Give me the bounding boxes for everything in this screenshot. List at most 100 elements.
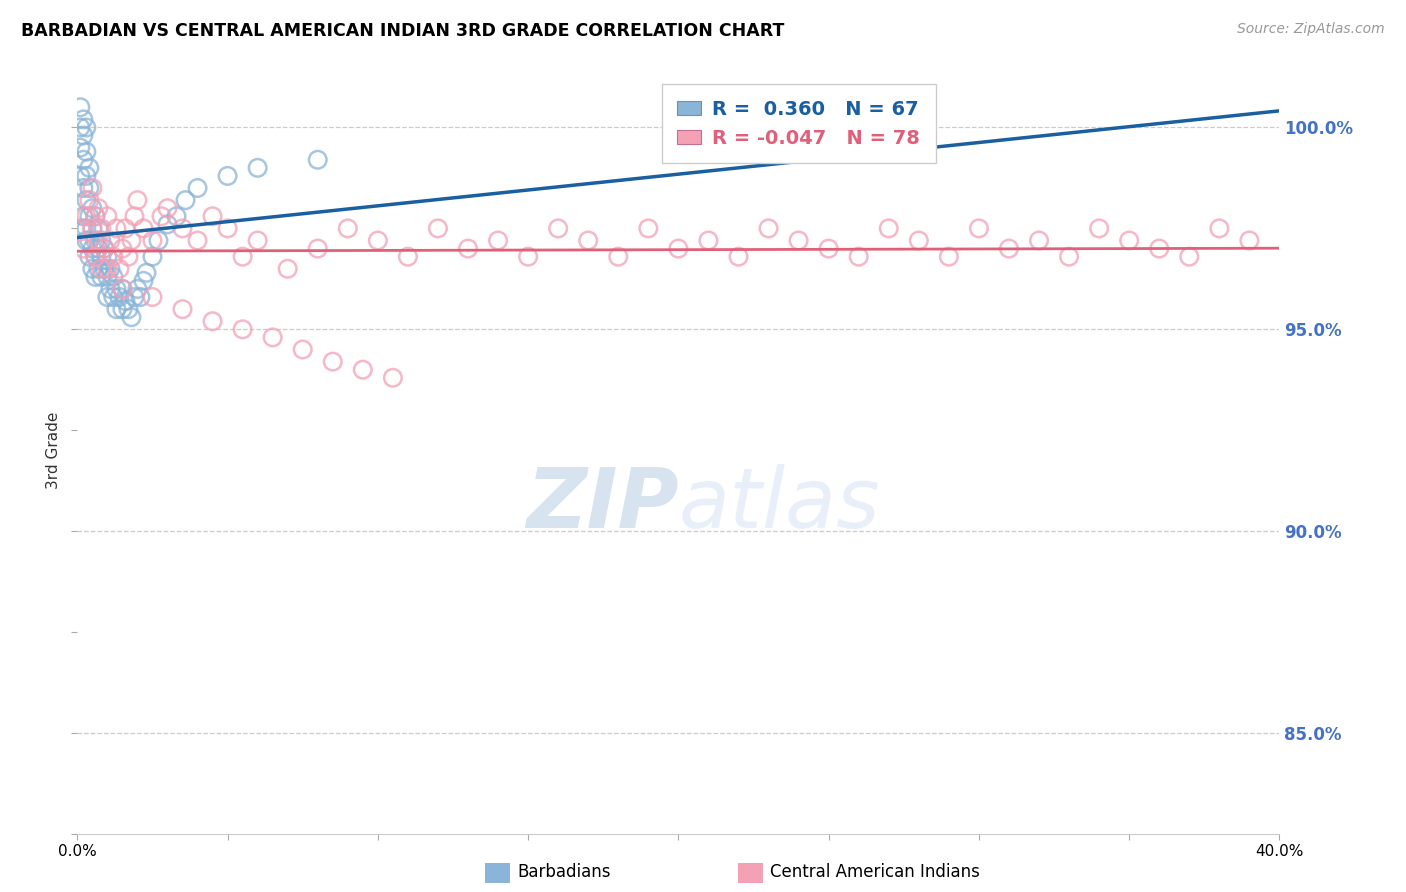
Point bbox=[135, 266, 157, 280]
Point bbox=[84, 250, 107, 264]
Point bbox=[103, 290, 125, 304]
Point bbox=[79, 181, 101, 195]
Point bbox=[427, 221, 450, 235]
Point bbox=[668, 242, 690, 256]
Point bbox=[277, 261, 299, 276]
Point bbox=[96, 290, 118, 304]
Text: Central American Indians: Central American Indians bbox=[770, 863, 980, 881]
Point bbox=[1088, 221, 1111, 235]
Point bbox=[111, 282, 134, 296]
Point bbox=[82, 201, 104, 215]
Point bbox=[105, 302, 128, 317]
Point bbox=[124, 209, 146, 223]
Point bbox=[817, 128, 839, 143]
Point bbox=[246, 161, 269, 175]
Point bbox=[998, 242, 1021, 256]
Point bbox=[103, 250, 125, 264]
Point bbox=[114, 221, 136, 235]
Point bbox=[82, 261, 104, 276]
Point bbox=[547, 221, 569, 235]
Point bbox=[262, 330, 284, 344]
Point bbox=[607, 250, 630, 264]
Point bbox=[201, 314, 224, 328]
Point bbox=[72, 153, 94, 167]
Point bbox=[69, 100, 91, 114]
Point bbox=[105, 282, 128, 296]
Point bbox=[817, 242, 839, 256]
Point bbox=[967, 221, 990, 235]
Point bbox=[172, 221, 194, 235]
Point bbox=[103, 269, 125, 284]
Text: BARBADIAN VS CENTRAL AMERICAN INDIAN 3RD GRADE CORRELATION CHART: BARBADIAN VS CENTRAL AMERICAN INDIAN 3RD… bbox=[21, 22, 785, 40]
Point bbox=[148, 234, 170, 248]
Point bbox=[72, 221, 94, 235]
Point bbox=[90, 250, 112, 264]
Point bbox=[908, 234, 931, 248]
Point bbox=[381, 371, 404, 385]
Point bbox=[90, 269, 112, 284]
Point bbox=[517, 250, 540, 264]
Point bbox=[120, 310, 142, 325]
Point bbox=[322, 354, 344, 368]
Point bbox=[75, 221, 97, 235]
Point bbox=[111, 282, 134, 296]
Point bbox=[93, 242, 115, 256]
Point bbox=[84, 250, 107, 264]
Point bbox=[72, 112, 94, 127]
Point bbox=[232, 322, 254, 336]
Point bbox=[96, 209, 118, 223]
Point bbox=[637, 221, 659, 235]
Point bbox=[72, 242, 94, 256]
Point bbox=[90, 221, 112, 235]
Point bbox=[96, 250, 118, 264]
Point bbox=[1118, 234, 1140, 248]
Point bbox=[75, 234, 97, 248]
Point bbox=[166, 209, 188, 223]
Point bbox=[108, 261, 131, 276]
Text: Barbadians: Barbadians bbox=[517, 863, 612, 881]
Point bbox=[291, 343, 314, 357]
Legend: R =  0.360   N = 67, R = -0.047   N = 78: R = 0.360 N = 67, R = -0.047 N = 78 bbox=[662, 84, 935, 163]
Text: Source: ZipAtlas.com: Source: ZipAtlas.com bbox=[1237, 22, 1385, 37]
Point bbox=[105, 221, 128, 235]
Point bbox=[186, 181, 209, 195]
Point bbox=[758, 221, 780, 235]
Point bbox=[486, 234, 509, 248]
Point bbox=[111, 242, 134, 256]
Point bbox=[217, 221, 239, 235]
Point bbox=[141, 250, 163, 264]
Point bbox=[84, 269, 107, 284]
Point bbox=[1178, 250, 1201, 264]
Point bbox=[174, 193, 197, 207]
Point bbox=[96, 261, 118, 276]
Point bbox=[100, 234, 122, 248]
Point bbox=[132, 221, 155, 235]
Point bbox=[186, 234, 209, 248]
Text: ZIP: ZIP bbox=[526, 464, 679, 545]
Point bbox=[69, 221, 91, 235]
Point bbox=[1028, 234, 1050, 248]
Point bbox=[848, 250, 870, 264]
Point bbox=[787, 234, 810, 248]
Point bbox=[79, 161, 101, 175]
Point bbox=[246, 234, 269, 248]
Point bbox=[1149, 242, 1171, 256]
Point bbox=[100, 282, 122, 296]
Point bbox=[156, 201, 179, 215]
Point bbox=[93, 261, 115, 276]
Point bbox=[87, 201, 110, 215]
Point bbox=[727, 250, 749, 264]
Point bbox=[172, 302, 194, 317]
Point bbox=[129, 290, 152, 304]
Point bbox=[108, 290, 131, 304]
Point bbox=[69, 141, 91, 155]
Point bbox=[141, 290, 163, 304]
Point bbox=[124, 290, 146, 304]
Text: atlas: atlas bbox=[679, 464, 880, 545]
Point bbox=[877, 221, 900, 235]
Point bbox=[82, 181, 104, 195]
Point bbox=[150, 209, 173, 223]
Point bbox=[82, 221, 104, 235]
Point bbox=[84, 234, 107, 248]
Point bbox=[111, 302, 134, 317]
